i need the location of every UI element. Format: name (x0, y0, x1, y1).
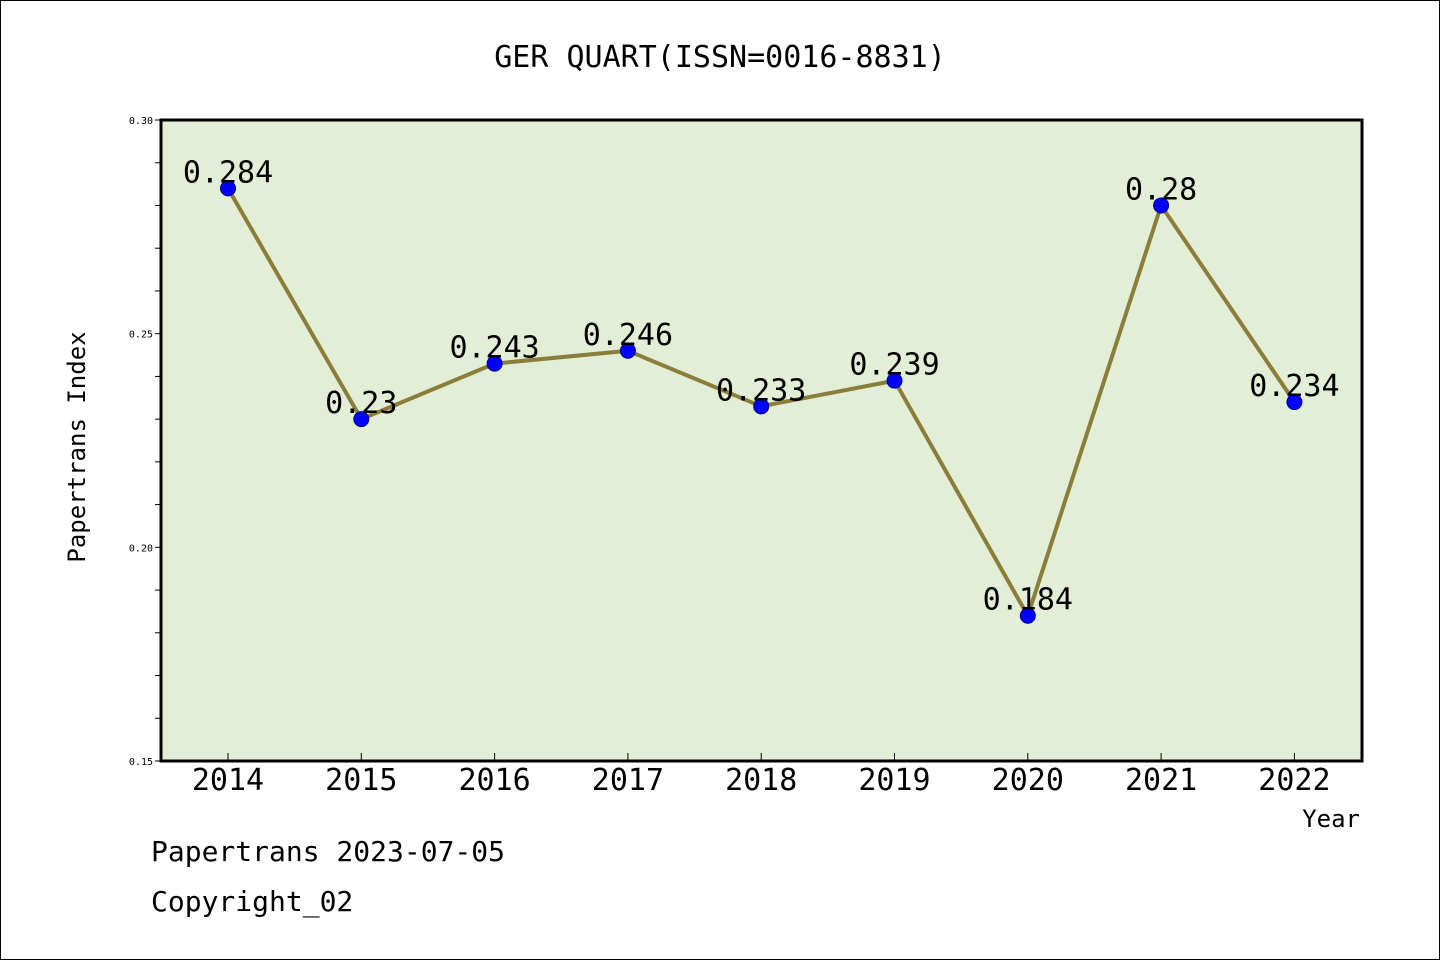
x-axis-label: Year (1302, 805, 1360, 833)
x-tick-label: 2019 (858, 763, 930, 798)
data-label: 0.184 (983, 583, 1073, 618)
y-tick-label: 0.25 (129, 330, 153, 341)
data-markers (220, 180, 1303, 624)
data-label: 0.28 (1125, 172, 1197, 207)
x-tick-label: 2015 (325, 763, 397, 798)
y-axis-ticks: 0.15 0.20 0.25 0.30 (129, 116, 161, 768)
data-point (886, 372, 903, 389)
data-point (1153, 197, 1170, 214)
data-point (220, 180, 236, 197)
data-point (1019, 607, 1036, 624)
x-tick-label: 2020 (992, 763, 1064, 798)
chart-title: GER QUART(ISSN=0016-8831) (494, 40, 946, 75)
footer-copyright: Copyright_02 (151, 885, 354, 918)
x-tick-label: 2022 (1258, 763, 1330, 798)
data-point (353, 411, 370, 428)
data-label: 0.284 (183, 155, 273, 190)
x-tick-label: 2014 (192, 763, 264, 798)
data-labels: 0.284 0.23 0.243 0.246 0.233 0.239 0.184 0.28 0.… (183, 155, 1340, 617)
y-tick-label: 0.30 (129, 116, 153, 127)
footer-date: Papertrans 2023-07-05 (151, 835, 506, 868)
data-label: 0.246 (583, 318, 673, 353)
y-tick-label: 0.20 (129, 543, 153, 554)
x-tick-label: 2021 (1125, 763, 1197, 798)
data-point (486, 355, 503, 372)
data-label: 0.234 (1249, 369, 1339, 404)
x-axis-ticks: 2014 2015 2016 2017 2018 2019 2020 2021 2022 (192, 753, 1331, 798)
y-tick-label: 0.15 (129, 757, 153, 768)
data-label: 0.23 (325, 386, 397, 421)
y-axis-label: Papertrans Index (63, 331, 91, 562)
x-tick-label: 2018 (725, 763, 797, 798)
data-label: 0.243 (449, 331, 539, 366)
data-label: 0.233 (716, 373, 806, 408)
data-point (753, 398, 770, 415)
data-label: 0.239 (849, 348, 939, 383)
data-point (1286, 394, 1303, 411)
plot-area (159, 118, 1364, 763)
data-point (619, 342, 636, 359)
x-tick-label: 2016 (458, 763, 530, 798)
x-tick-label: 2017 (592, 763, 664, 798)
